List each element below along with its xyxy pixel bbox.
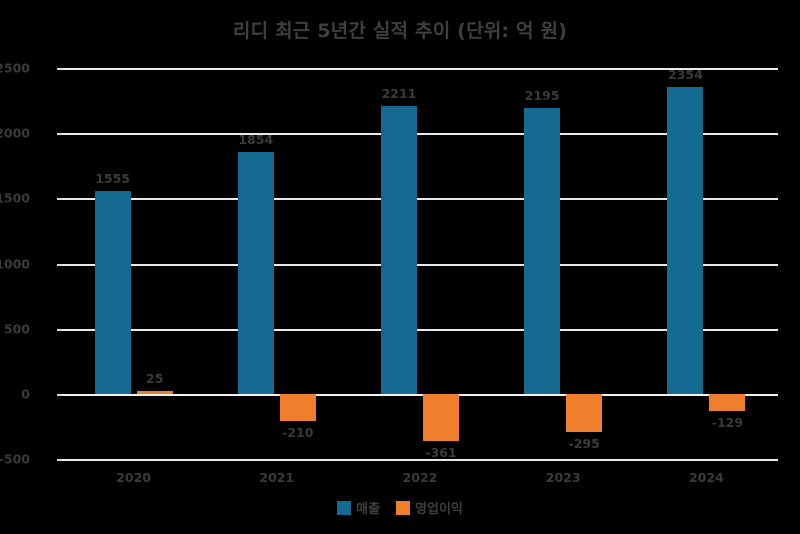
bar-operating-profit[interactable] <box>566 393 603 433</box>
gridline <box>62 459 778 461</box>
y-axis-tick-mark <box>57 393 62 396</box>
chart-title: 리디 최근 5년간 실적 추이 (단위: 억 원) <box>232 20 568 42</box>
bar-operating-profit[interactable] <box>279 393 316 422</box>
bar-revenue[interactable] <box>237 152 274 394</box>
bar-value-label: 1555 <box>95 171 130 187</box>
legend-swatch-operating-profit <box>396 500 411 515</box>
x-axis-tick-label: 2021 <box>259 470 295 485</box>
x-axis-tick-label: 2022 <box>402 470 438 485</box>
bar-value-label: -210 <box>282 425 314 441</box>
bar-group: 2211 -361 <box>348 68 491 460</box>
chart-legend: 매출 영업이익 <box>0 498 800 517</box>
y-axis-tick-label: 1500 <box>0 190 30 206</box>
bar-revenue[interactable] <box>380 105 417 394</box>
x-axis-tick-label: 2024 <box>688 470 724 485</box>
bar-value-label: 2195 <box>524 87 560 103</box>
bar-value-label: -129 <box>711 414 744 430</box>
bar-operating-profit[interactable] <box>709 393 746 411</box>
y-axis-tick-mark <box>57 459 62 461</box>
y-axis-tick-label: 500 <box>3 321 30 337</box>
bar-operating-profit[interactable] <box>136 390 173 394</box>
bar-value-label: 25 <box>145 370 164 386</box>
x-axis-tick-label: 2020 <box>116 470 151 485</box>
plot-area: 2500 2000 1500 1000 500 0 -500 1555 25 1854 -210 22… <box>0 61 778 467</box>
gridline <box>62 68 778 70</box>
bar-value-label: -295 <box>568 436 600 452</box>
y-axis-tick-label: 1000 <box>0 256 30 271</box>
bar-value-label: 2354 <box>667 67 703 83</box>
legend-item-operating-profit[interactable]: 영업이익 <box>396 498 463 517</box>
legend-item-revenue[interactable]: 매출 <box>337 498 380 517</box>
gridline <box>62 198 778 201</box>
bar-value-label: 1854 <box>238 132 274 148</box>
bar-group: 2354 -129 <box>635 67 778 459</box>
y-axis-tick-mark <box>57 198 62 201</box>
y-axis-tick-mark <box>57 263 62 266</box>
gridline <box>62 133 778 136</box>
bar-revenue[interactable] <box>667 87 704 394</box>
y-axis-tick-label: 2000 <box>0 125 30 141</box>
y-axis-tick-label: 0 <box>21 386 30 402</box>
y-axis-tick-mark <box>57 133 62 136</box>
bar-operating-profit[interactable] <box>422 393 459 441</box>
gridline <box>62 328 778 331</box>
bar-group: 1854 -210 <box>205 68 348 459</box>
bar-group: 1555 25 <box>62 68 205 459</box>
gridline <box>62 263 778 266</box>
bar-value-label: -361 <box>425 444 457 460</box>
bar-revenue[interactable] <box>524 107 561 394</box>
y-axis-tick-mark <box>57 68 62 70</box>
bar-value-label: 2211 <box>381 85 417 101</box>
legend-label-revenue: 매출 <box>356 502 381 517</box>
legend-swatch-revenue <box>337 500 352 515</box>
x-axis-tick-label: 2023 <box>545 470 581 485</box>
bar-revenue[interactable] <box>94 191 131 394</box>
y-axis-tick-label: -500 <box>0 451 30 467</box>
y-axis-tick-label: 2500 <box>0 60 30 76</box>
gridline <box>62 393 778 396</box>
legend-label-operating-profit: 영업이익 <box>415 502 463 517</box>
y-axis-tick-mark <box>57 328 62 331</box>
bar-group: 2195 -295 <box>492 68 635 459</box>
